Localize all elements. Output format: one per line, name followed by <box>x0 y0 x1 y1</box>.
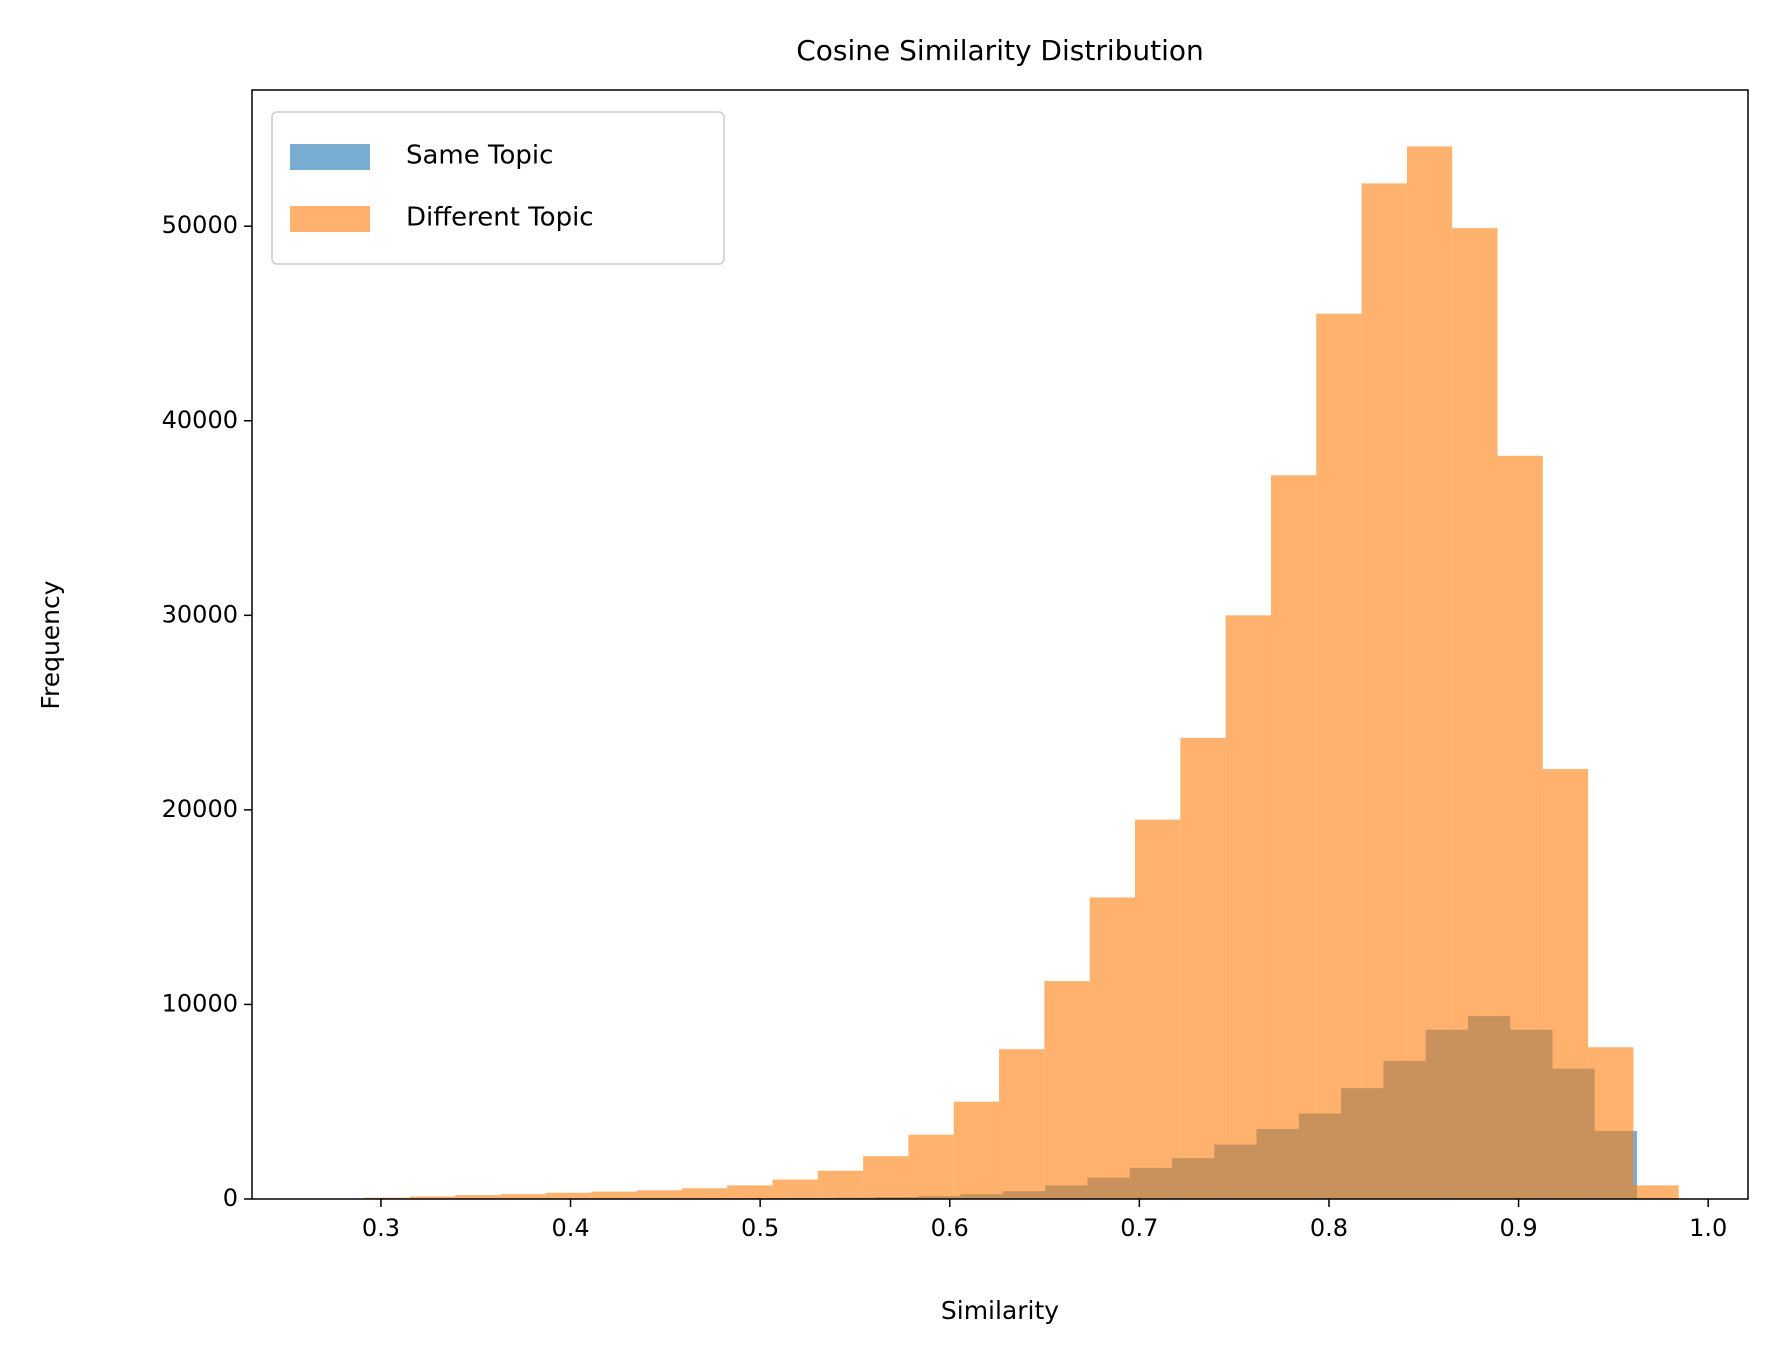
histogram-bar <box>500 1194 546 1199</box>
histogram-bar <box>1225 615 1271 1199</box>
histogram-bar <box>545 1192 592 1199</box>
plot-frame <box>251 89 1749 1200</box>
x-tick-label: 0.9 <box>1499 1214 1537 1242</box>
legend: Same Topic Different Topic <box>271 111 725 265</box>
y-axis-label: Frequency <box>36 580 65 709</box>
y-tick-label: 0 <box>223 1184 238 1212</box>
histogram-bar <box>1044 981 1090 1199</box>
x-tick-label: 1.0 <box>1689 1214 1727 1242</box>
x-tick-label: 0.8 <box>1310 1214 1348 1242</box>
histogram-bar <box>1270 475 1317 1199</box>
histogram-bar <box>1089 897 1136 1199</box>
histogram-bar <box>953 1101 1000 1199</box>
histogram-bar <box>681 1188 728 1199</box>
legend-label: Same Topic <box>406 141 553 171</box>
x-tick-label: 0.7 <box>1120 1214 1158 1242</box>
histogram-bar <box>1497 455 1543 1199</box>
histogram-bar <box>908 1134 954 1199</box>
histogram-bar <box>409 1196 456 1199</box>
x-tick-label: 0.4 <box>551 1214 589 1242</box>
histogram-bar <box>1542 769 1589 1199</box>
histogram-bar <box>999 1049 1045 1199</box>
y-tick-label: 50000 <box>162 211 238 239</box>
histogram-bar <box>1406 146 1453 1199</box>
legend-swatch <box>290 206 370 232</box>
histogram-bar <box>1135 819 1181 1199</box>
histogram-bar <box>1361 183 1407 1200</box>
histogram-bar <box>1452 228 1498 1199</box>
histogram-bar <box>591 1191 637 1199</box>
histogram-bar <box>1316 313 1362 1199</box>
legend-label: Different Topic <box>406 203 594 233</box>
histogram-bar <box>863 1156 909 1199</box>
y-tick-label: 40000 <box>162 406 238 434</box>
y-tick-label: 20000 <box>162 795 238 823</box>
y-tick-label: 10000 <box>162 989 238 1017</box>
x-tick-label: 0.5 <box>741 1214 779 1242</box>
histogram-bar <box>1588 1047 1634 1199</box>
histogram-bar <box>636 1190 682 1199</box>
histogram-bar <box>727 1185 773 1199</box>
histogram-bar <box>772 1179 818 1199</box>
x-axis-label: Similarity <box>941 1296 1059 1325</box>
x-tick-label: 0.3 <box>362 1214 400 1242</box>
y-tick-label: 30000 <box>162 600 238 628</box>
legend-box <box>271 111 725 265</box>
histogram-bar <box>1633 1185 1679 1199</box>
histogram-bar <box>455 1195 501 1199</box>
x-tick-label: 0.6 <box>931 1214 969 1242</box>
histogram-bar <box>1180 737 1226 1199</box>
legend-swatch <box>290 144 370 170</box>
chart-title: Cosine Similarity Distribution <box>796 34 1204 67</box>
histogram-bar <box>817 1170 864 1199</box>
